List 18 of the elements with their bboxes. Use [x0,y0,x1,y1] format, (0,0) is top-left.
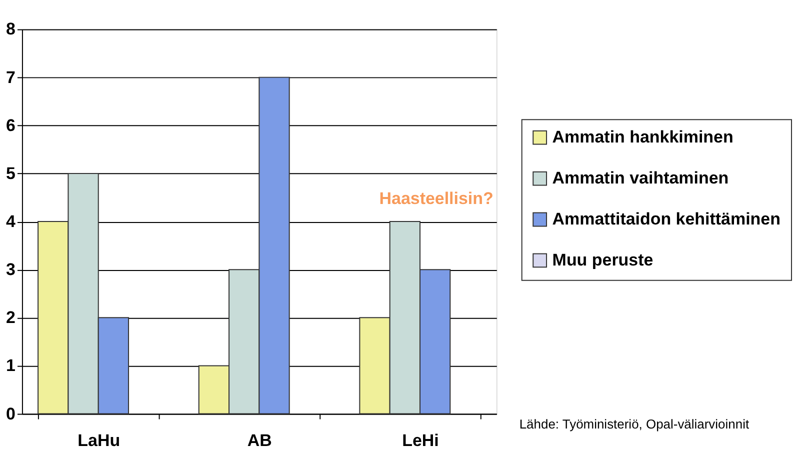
legend-label: Ammatin vaihtaminen [552,168,729,188]
annotation: Haasteellisin? [379,189,494,208]
x-tick-label: LaHu [78,431,120,450]
y-tick-label: 6 [6,116,16,135]
y-tick-label: 8 [6,20,16,39]
x-tick-label: LeHi [402,431,439,450]
y-tick-label: 4 [6,212,16,231]
text: Lähde: Työministeriö, Opal-väliarvioinnit [519,416,750,432]
y-tick-label: 3 [6,260,16,280]
legend-label: Ammattitaidon kehittäminen [552,210,780,229]
y-tick-label: 2 [6,308,16,328]
y-tick-label: 7 [6,68,16,87]
legend-label: Muu peruste [552,250,654,270]
legend-label: Ammatin hankkiminen [552,128,734,147]
y-tick-label: 0 [6,404,16,424]
y-tick-label: 1 [6,356,16,376]
y-tick-label: 5 [6,164,16,183]
x-tick-label: AB [247,431,272,450]
